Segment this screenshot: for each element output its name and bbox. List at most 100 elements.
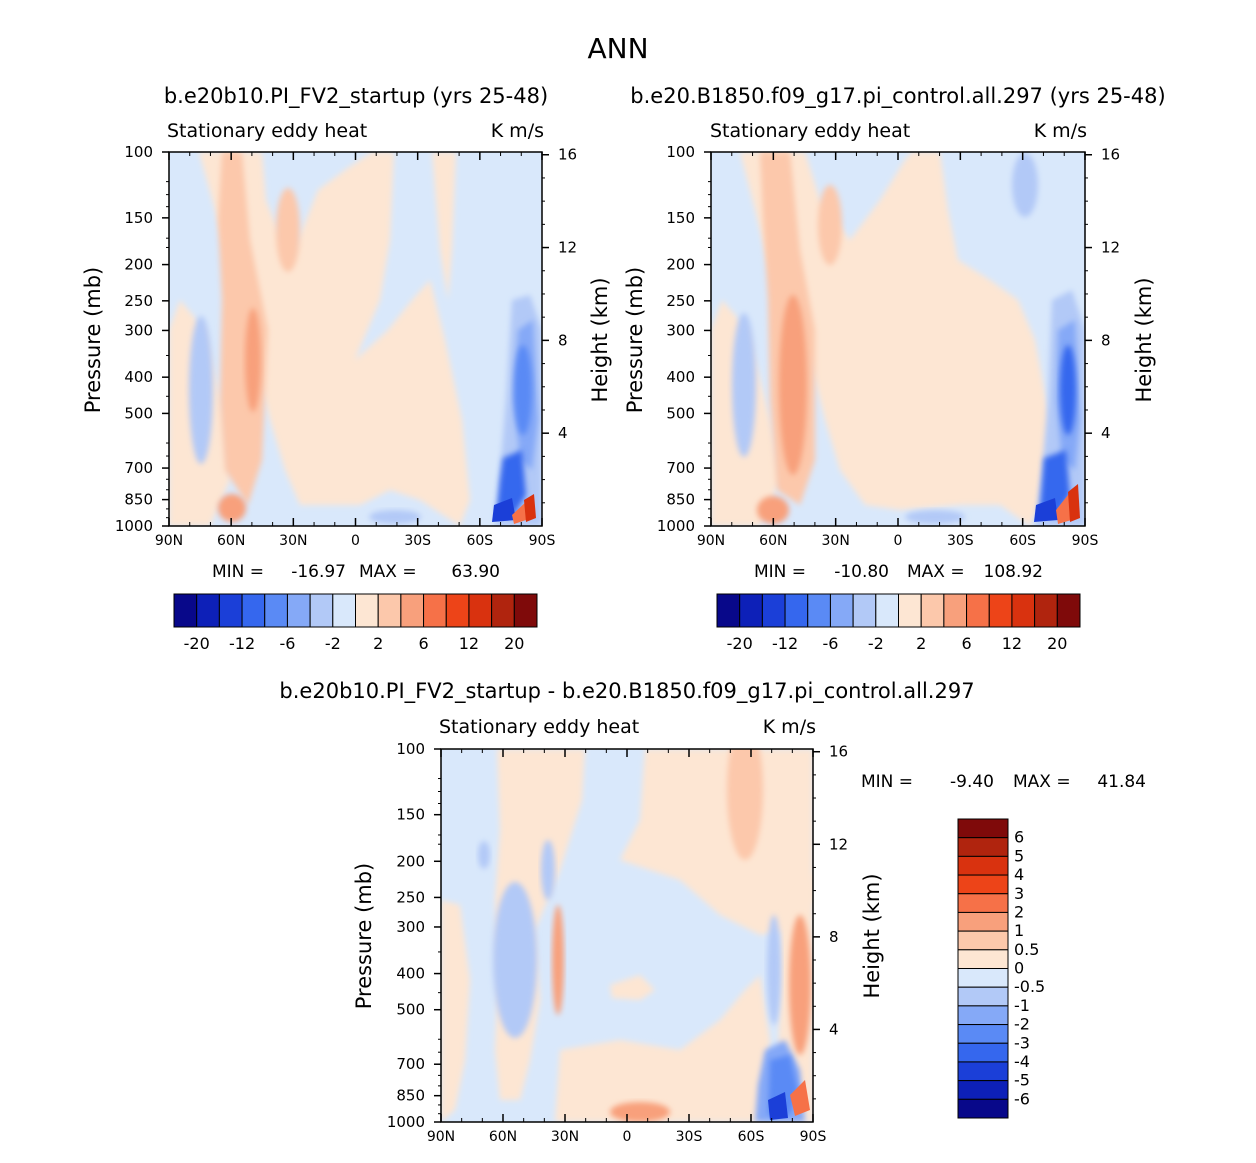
panel-a-axes: 100 150 200 250 300 400 500 700 850 1000 16 12 8 4 90N… — [115, 143, 577, 549]
panel-c-yrtick-label: 8 — [829, 928, 839, 946]
panel-c-ytick-label: 500 — [396, 1001, 425, 1019]
panel-a-colorbar: -20 -12 -6 -2 2 6 12 20 — [173, 593, 538, 653]
panel-c-colorbar-label: -2 — [1014, 1015, 1030, 1034]
panel-b-colorbar-box — [875, 593, 899, 628]
panel-b-ytick-label: 300 — [666, 321, 695, 339]
panel-c-colorbar-box — [957, 1005, 1009, 1026]
panel-b-ylabel-right: Height (km) — [1132, 277, 1156, 402]
panel-c-ylabel-right: Height (km) — [860, 873, 884, 998]
panel-a-xtick-label: 30S — [404, 533, 431, 549]
panel-b-colorbar-box — [898, 593, 922, 628]
panel-b-ytick-label: 400 — [666, 368, 695, 386]
panel-a-colorbar-label: -12 — [229, 634, 255, 653]
panel-b-ytick-label: 1000 — [657, 517, 695, 535]
panel-c-colorbar-label: 3 — [1014, 884, 1024, 903]
panel-a-xtick-label: 90N — [155, 533, 183, 549]
panel-c-yrtick-label: 12 — [829, 835, 848, 853]
panel-a-colorbar-box — [491, 593, 515, 628]
panel-b-colorbar-box — [784, 593, 809, 628]
panel-b-xtick-label: 90S — [1072, 533, 1099, 549]
panel-c-ytick-label: 250 — [396, 888, 425, 906]
panel-c-xtick-label: 30S — [676, 1129, 703, 1145]
panel-b-colorbar-label: 6 — [961, 634, 971, 653]
panel-a-colorbar-box — [332, 593, 356, 628]
panel-c-colorbar-box — [957, 1098, 1009, 1119]
panel-c-colorbar-label: 0 — [1014, 959, 1024, 978]
panel-c-subtitle-left: Stationary eddy heat — [439, 716, 639, 738]
panel-b-yrtick-label: 12 — [1101, 239, 1120, 257]
panel-c-colorbar-box — [957, 837, 1009, 857]
panel-a-colorbar-label: 12 — [459, 634, 479, 653]
panel-b-colorbar-label: -2 — [868, 634, 884, 653]
panel-a-colorbar-label: -20 — [184, 634, 210, 653]
panel-b-subtitle-left: Stationary eddy heat — [710, 120, 910, 142]
panel-c-colorbar-box — [957, 855, 1009, 876]
panel-c-ytick-label: 100 — [396, 740, 425, 758]
panel-b-colorbar-box — [920, 593, 945, 628]
panel-b-colorbar-box — [988, 593, 1013, 628]
panel-b-ytick-label: 700 — [666, 459, 695, 477]
panel-c-colorbar-box — [957, 1042, 1009, 1063]
panel-b-max-label: MAX = — [907, 562, 965, 582]
panel-c-colorbar-box — [957, 930, 1009, 951]
panel-a-yrtick-label: 12 — [558, 239, 577, 257]
panel-a-colorbar-box — [264, 593, 288, 628]
panel-b: b.e20.B1850.f09_g17.pi_control.all.297 (… — [623, 84, 1166, 653]
panel-c-ytick-label: 400 — [396, 965, 425, 983]
panel-c-min-label: MIN = — [861, 772, 913, 792]
panel-b-contour-field — [711, 152, 1085, 526]
panel-a-ytick-label: 850 — [124, 491, 153, 509]
panel-b-yrtick-label: 16 — [1101, 146, 1120, 164]
panel-c-ytick-label: 700 — [396, 1055, 425, 1073]
panel-c-colorbar-box — [957, 949, 1009, 969]
panel-a-ytick-label: 100 — [124, 143, 153, 161]
panel-a-colorbar-box — [286, 593, 311, 628]
panel-b-subtitle-right: K m/s — [1034, 120, 1087, 142]
panel-a-yrtick-label: 4 — [558, 424, 568, 442]
panel-a-xtick-label: 90S — [529, 533, 556, 549]
panel-b-colorbar-box — [761, 593, 786, 628]
panel-b-colorbar-box — [739, 593, 763, 628]
panel-b-colorbar-box — [852, 593, 877, 628]
panel-a-subtitle-left: Stationary eddy heat — [167, 120, 367, 142]
panel-c-colorbar-box — [957, 818, 1009, 839]
panel-a-ytick-label: 200 — [124, 256, 153, 274]
panel-c-ytick-label: 200 — [396, 852, 425, 870]
panel-b-ytick-label: 500 — [666, 404, 695, 422]
panel-b-min-label: MIN = — [754, 562, 806, 582]
panel-a-min-value: -16.97 — [291, 562, 346, 582]
panel-b-xtick-label: 0 — [894, 533, 903, 549]
panel-c-xtick-label: 90N — [427, 1129, 455, 1145]
panel-b-ytick-label: 200 — [666, 256, 695, 274]
panel-c-min-value: -9.40 — [950, 772, 994, 792]
panel-c-colorbar-label: -3 — [1014, 1033, 1030, 1052]
panel-a-ytick-label: 400 — [124, 368, 153, 386]
panel-a-colorbar-box — [400, 593, 425, 628]
panel-c-axes: 100 150 200 250 300 400 500 700 850 1000 16 12 8 4 90N… — [387, 740, 848, 1145]
panel-a-min-label: MIN = — [212, 562, 264, 582]
panel-c-yrtick-label: 16 — [829, 743, 848, 761]
panel-a-xtick-label: 60S — [466, 533, 493, 549]
panel-c-colorbar-label: 5 — [1014, 846, 1024, 865]
panel-b-xtick-label: 60S — [1009, 533, 1036, 549]
panel-b-colorbar-box — [1034, 593, 1058, 628]
panel-b-colorbar-box — [829, 593, 854, 628]
panel-a-xtick-label: 30N — [279, 533, 307, 549]
panel-a-colorbar-box — [377, 593, 402, 628]
panel-c-ytick-label: 150 — [396, 806, 425, 824]
panel-c-yrtick-label: 4 — [829, 1020, 839, 1038]
panel-c-xtick-label: 0 — [623, 1129, 632, 1145]
panel-b-colorbar-box — [716, 593, 741, 628]
panel-a-title: b.e20b10.PI_FV2_startup (yrs 25-48) — [164, 84, 548, 109]
panel-c-colorbar-label: -5 — [1014, 1071, 1030, 1090]
panel-b-xtick-label: 90N — [697, 533, 725, 549]
panel-a-ytick-label: 500 — [124, 404, 153, 422]
panel-a-subtitle-right: K m/s — [491, 120, 544, 142]
panel-c-colorbar-label: 1 — [1014, 921, 1024, 940]
panel-c-ytick-label: 300 — [396, 918, 425, 936]
panel-c-colorbar-box — [957, 986, 1009, 1007]
panel-a-yrtick-label: 16 — [558, 146, 577, 164]
panel-b-title: b.e20.B1850.f09_g17.pi_control.all.297 (… — [630, 84, 1165, 109]
